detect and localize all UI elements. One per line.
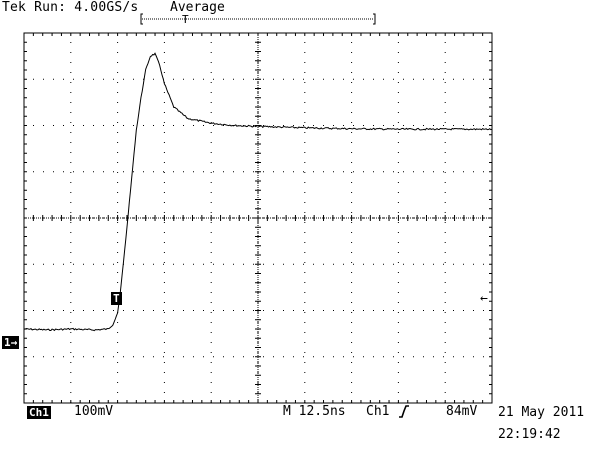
timebase-readout: M 12.5ns: [283, 404, 346, 419]
trigger-position-marker: T: [111, 292, 122, 305]
waveform-trace-group: [23, 52, 493, 332]
acquisition-mode: Average: [170, 0, 225, 15]
time-stamp: 22:19:42: [498, 427, 561, 442]
record-trigger-position-marker: T: [182, 13, 189, 25]
rising-edge-icon: [399, 405, 409, 418]
graticule: [23, 32, 493, 404]
record-position-bar: T: [140, 13, 376, 25]
date-stamp: 21 May 2011: [498, 405, 585, 420]
volts-per-division: 100mV: [74, 404, 114, 419]
scope-display: [23, 32, 493, 404]
channel-ground-marker: 1→: [2, 336, 20, 349]
waveform-trace: [23, 52, 493, 332]
trigger-source: Ch1: [366, 404, 390, 419]
trigger-level: 84mV: [446, 404, 478, 419]
right-arrow-icon: →: [10, 336, 18, 349]
channel-label: Ch1: [27, 406, 51, 419]
acquisition-status: Tek Run: 4.00GS/s: [2, 0, 139, 15]
channel-ground-label: 1: [4, 336, 11, 349]
trigger-level-arrow-icon: ←: [480, 291, 488, 306]
